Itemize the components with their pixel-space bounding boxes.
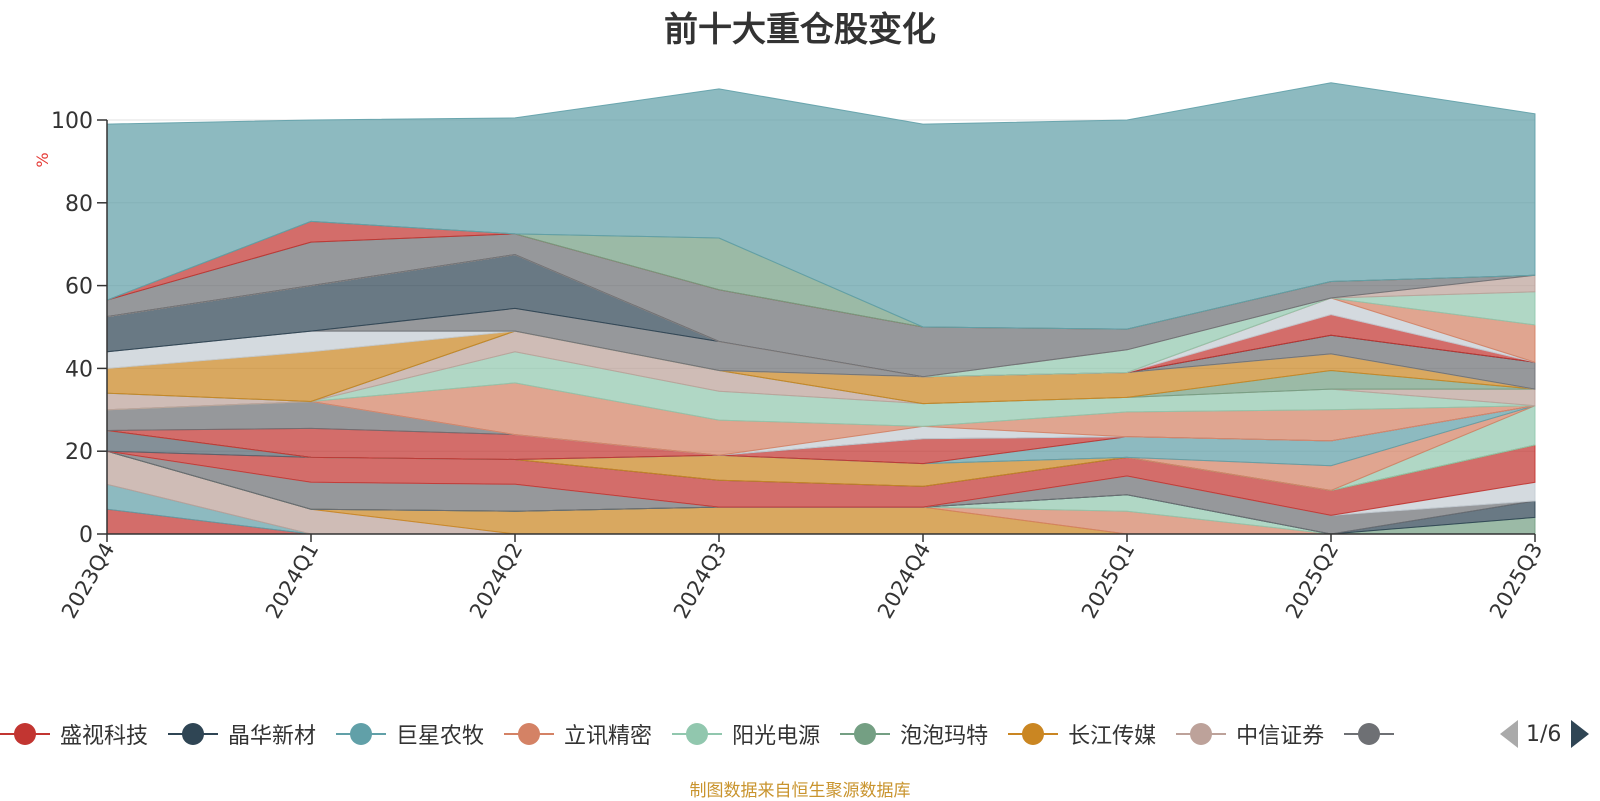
legend-marker-icon: [672, 723, 723, 745]
legend-pager: 1/6: [1500, 716, 1590, 752]
legend-marker-icon: [0, 723, 50, 745]
y-axis-unit: %: [33, 152, 52, 167]
legend-marker-icon: [168, 723, 219, 745]
legend-label: 长江传媒: [1068, 724, 1157, 749]
x-tick-label: 2024Q1: [261, 539, 323, 623]
legend-item[interactable]: 泡泡玛特: [840, 716, 988, 752]
legend-item[interactable]: 立讯精密: [504, 716, 652, 752]
x-tick-label: 2023Q4: [57, 539, 119, 623]
y-tick-label: 100: [51, 109, 93, 134]
x-tick-label: 2025Q1: [1077, 539, 1139, 623]
chart-title: 前十大重仓股变化: [664, 10, 936, 50]
legend-marker-icon: [504, 723, 555, 745]
legend-item[interactable]: 盛视科技: [0, 716, 148, 752]
data-source-note: 制图数据来自恒生聚源数据库: [689, 781, 911, 801]
legend-item[interactable]: 长江传媒: [1008, 716, 1156, 752]
area-series-36[interactable]: [106, 82, 1536, 330]
legend-page-indicator: 1/6: [1526, 721, 1562, 747]
legend-marker-icon: [1344, 723, 1395, 745]
legend-marker-icon: [840, 723, 891, 745]
y-tick-label: 20: [65, 440, 93, 465]
legend-label: 晶华新材: [228, 724, 317, 749]
x-tick-label: 2024Q4: [873, 539, 935, 623]
x-tick-label: 2024Q2: [465, 539, 527, 623]
legend-marker-icon: [1008, 723, 1059, 745]
y-tick-label: 40: [65, 357, 93, 382]
legend-item[interactable]: 巨星农牧: [336, 716, 484, 752]
legend-prev-page-icon[interactable]: [1500, 720, 1518, 748]
legend-label: 盛视科技: [60, 724, 149, 749]
legend-label: 中信证券: [1236, 724, 1325, 749]
legend-marker-icon: [1176, 723, 1227, 745]
legend-label: 巨星农牧: [396, 724, 485, 749]
legend-item[interactable]: 晶华新材: [168, 716, 316, 752]
legend-item[interactable]: [1344, 716, 1404, 752]
y-tick-label: 0: [79, 523, 93, 548]
legend-label: 泡泡玛特: [900, 724, 989, 749]
x-tick-label: 2024Q3: [669, 539, 731, 623]
y-tick-label: 60: [65, 275, 93, 300]
stacked-area-chart: 0 20 40 60 80 100 2023Q4 2024Q1 2024Q2 2024Q3 2024…: [33, 82, 1547, 623]
legend-item[interactable]: 中信证券: [1176, 716, 1324, 752]
legend-marker-icon: [336, 723, 387, 745]
legend-label: 阳光电源: [732, 724, 821, 749]
legend-label: 立讯精密: [564, 724, 653, 749]
area-series: [106, 82, 1536, 535]
legend-item[interactable]: 阳光电源: [672, 716, 820, 752]
x-tick-label: 2025Q3: [1485, 539, 1547, 623]
y-tick-label: 80: [65, 192, 93, 217]
x-tick-label: 2025Q2: [1281, 539, 1343, 623]
legend-next-page-icon[interactable]: [1571, 720, 1590, 748]
legend: 盛视科技 晶华新材 巨星农牧 立讯精密 阳光电源 泡泡玛特 长江传媒 中信证券: [0, 716, 1490, 752]
